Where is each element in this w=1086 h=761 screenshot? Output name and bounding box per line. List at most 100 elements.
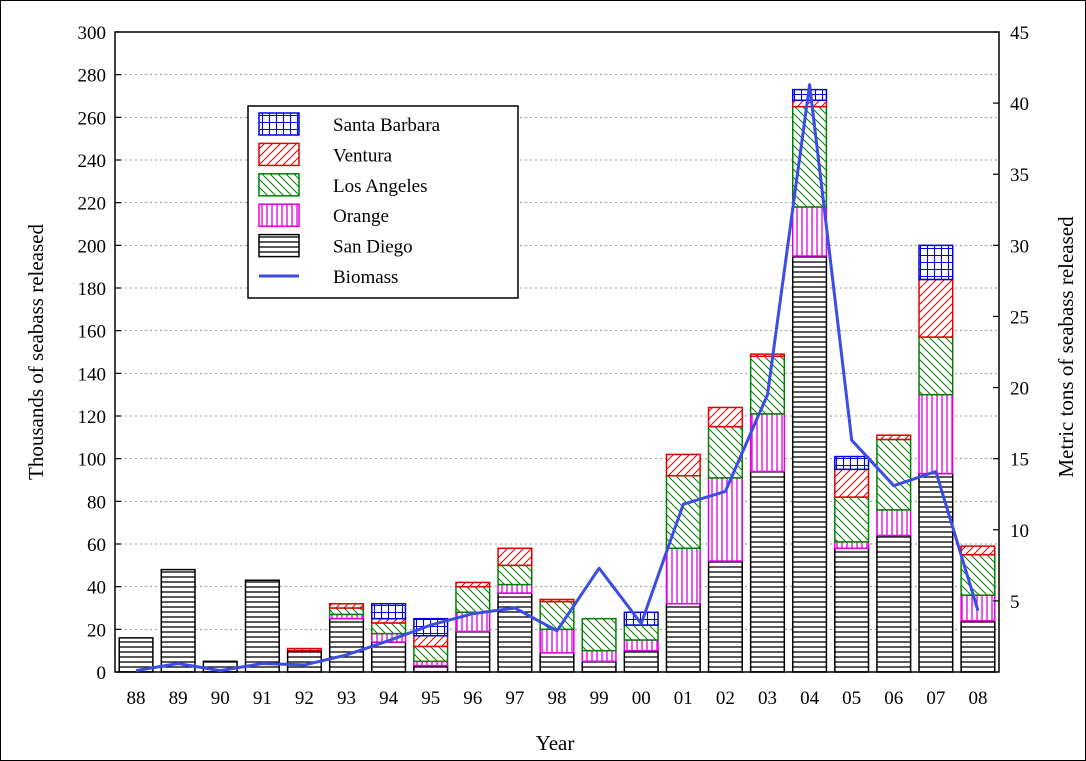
bar-los-angeles xyxy=(328,607,365,616)
y-tick-label: 60 xyxy=(87,535,106,556)
bar-san-diego xyxy=(665,602,701,673)
x-axis: 88 89 90 91 92 93 94 95 96 97 98 99 00 01 02 03 04 05 06 07… xyxy=(127,688,988,709)
bar-orange xyxy=(791,206,828,257)
bar-los-angeles xyxy=(918,336,954,396)
bar-santa-barbara xyxy=(371,602,407,620)
bar-orange xyxy=(581,649,617,663)
y-tick-label: 20 xyxy=(87,620,106,641)
x-tick-label: 03 xyxy=(758,688,777,709)
x-tick-label: 08 xyxy=(968,688,987,709)
x-tick-label: 06 xyxy=(884,688,903,709)
bar-orange xyxy=(665,547,701,605)
y-tick-label: 160 xyxy=(78,322,107,343)
bar-los-angeles xyxy=(623,624,659,641)
legend-label: Ventura xyxy=(333,145,393,166)
legend-label: Los Angeles xyxy=(333,176,427,197)
y-tick-label: 0 xyxy=(97,663,107,684)
bar-san-diego xyxy=(960,620,996,673)
y-tick-label: 240 xyxy=(78,151,107,172)
bar-san-diego xyxy=(371,641,407,673)
y2-tick-label: 45 xyxy=(1010,23,1029,44)
bar-san-diego xyxy=(581,660,617,673)
bar-orange xyxy=(918,393,954,475)
x-tick-label: 95 xyxy=(421,688,440,709)
y2-tick-label: 35 xyxy=(1010,165,1029,186)
bar-san-diego xyxy=(455,630,491,673)
y2-axis-title: Metric tons of seabass released xyxy=(1054,216,1078,478)
bar-san-diego xyxy=(118,637,154,673)
legend-swatch xyxy=(258,142,300,167)
biomass-line-group xyxy=(135,83,980,673)
y-tick-label: 140 xyxy=(78,364,107,385)
bar-ventura xyxy=(960,545,996,556)
bar-ventura xyxy=(539,598,575,603)
x-tick-label: 88 xyxy=(127,688,146,709)
x-tick-label: 91 xyxy=(253,688,272,709)
bar-ventura xyxy=(834,468,870,498)
x-tick-label: 94 xyxy=(379,688,399,709)
x-tick-label: 92 xyxy=(295,688,314,709)
bar-los-angeles xyxy=(497,564,533,586)
bar-san-diego xyxy=(834,547,870,673)
bar-los-angeles xyxy=(413,645,449,663)
biomass-line xyxy=(135,83,980,673)
legend-label: Orange xyxy=(333,206,389,227)
bar-san-diego xyxy=(623,649,659,673)
y-tick-label: 220 xyxy=(78,194,107,215)
x-axis-title: Year xyxy=(536,731,575,755)
bar-ventura xyxy=(876,434,912,441)
bar-ventura xyxy=(413,634,449,648)
legend-swatch xyxy=(258,173,300,197)
x-tick-label: 93 xyxy=(337,688,356,709)
bar-san-diego xyxy=(918,472,954,673)
bar-los-angeles xyxy=(749,355,786,415)
bar-santa-barbara xyxy=(834,455,870,471)
y-tick-label: 80 xyxy=(87,492,106,513)
left-axis: 0 20 40 60 80 100 120 140 160 180 200 220 240 260 280 3… xyxy=(78,23,121,684)
x-tick-label: 01 xyxy=(674,688,693,709)
x-tick-label: 97 xyxy=(505,688,524,709)
y2-tick-label: 25 xyxy=(1010,307,1029,328)
bar-los-angeles xyxy=(834,496,870,543)
y2-tick-label: 30 xyxy=(1010,236,1029,257)
bar-ventura xyxy=(497,547,533,567)
bar-ventura xyxy=(328,602,365,609)
bar-ventura xyxy=(665,453,701,477)
y-tick-label: 280 xyxy=(78,66,107,87)
y-tick-label: 300 xyxy=(78,23,107,44)
y-tick-label: 200 xyxy=(78,236,107,257)
bar-san-diego xyxy=(328,617,365,673)
bar-los-angeles xyxy=(581,617,617,652)
bar-orange xyxy=(834,541,870,550)
bar-santa-barbara xyxy=(918,244,954,281)
legend-label: San Diego xyxy=(333,237,413,258)
x-tick-label: 02 xyxy=(716,688,735,709)
y2-tick-label: 20 xyxy=(1010,379,1029,400)
bar-ventura xyxy=(918,278,954,338)
legend-box xyxy=(247,105,519,299)
bar-los-angeles xyxy=(371,622,407,635)
bar-los-angeles xyxy=(455,585,491,614)
legend-swatch xyxy=(258,203,300,227)
bar-orange xyxy=(623,639,659,652)
bar-ventura xyxy=(749,353,786,358)
bar-orange xyxy=(876,509,912,537)
bar-orange xyxy=(539,628,575,654)
legend-label: Biomass xyxy=(333,267,398,288)
bar-san-diego xyxy=(749,470,786,673)
bar-san-diego xyxy=(413,664,449,673)
y-tick-label: 40 xyxy=(87,578,106,599)
x-tick-label: 07 xyxy=(926,688,945,709)
bar-ventura xyxy=(455,581,491,588)
bar-san-diego xyxy=(876,534,912,673)
y2-tick-label: 15 xyxy=(1010,450,1029,471)
x-tick-label: 98 xyxy=(548,688,567,709)
x-tick-label: 96 xyxy=(463,688,482,709)
y-tick-label: 100 xyxy=(78,450,107,471)
y2-tick-label: 40 xyxy=(1010,94,1029,115)
bar-san-diego xyxy=(160,568,196,673)
y-tick-label: 180 xyxy=(78,279,107,300)
bar-orange xyxy=(497,583,533,594)
x-tick-label: 99 xyxy=(590,688,609,709)
